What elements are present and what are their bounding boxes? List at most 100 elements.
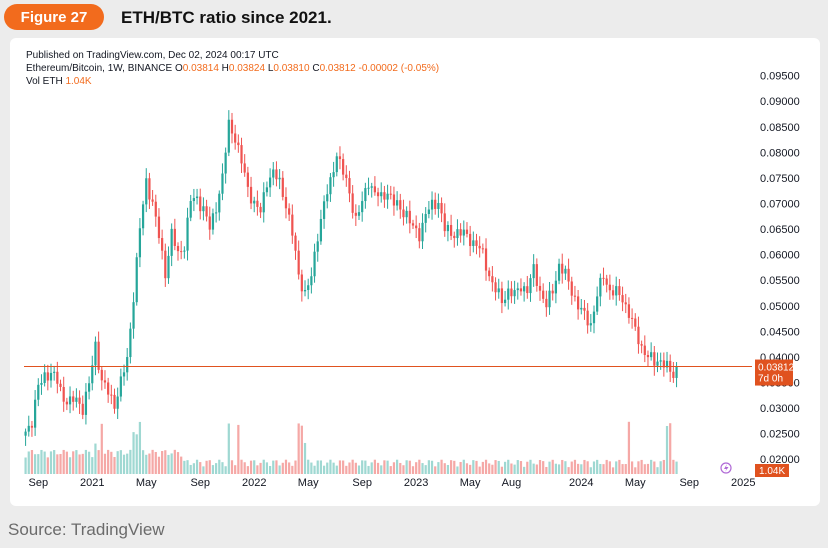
candle-body [630,317,634,319]
volume-bar [415,462,418,474]
volume-bar [237,424,240,474]
candle-body [589,323,592,326]
candle-body [646,354,650,358]
candle-body [634,318,637,327]
candle-body [367,187,370,189]
candle-body [135,257,138,303]
volume-bar [230,460,234,474]
volume-bar [316,460,319,474]
x-tick-label: 2025 [731,477,755,489]
volume-bar [564,461,567,474]
candle-body [586,310,589,326]
high-value: 0.03824 [228,63,266,74]
volume-bar [335,465,338,474]
candle-body [240,145,243,164]
candle-body [418,228,421,242]
candle-body [484,248,488,271]
candle-body [297,250,300,275]
volume-bar [653,461,656,474]
candle-body [170,228,173,256]
candle-body [342,159,345,175]
volume-bar [491,464,494,474]
volume-bar [154,451,157,474]
candle-body [94,341,97,366]
candle-body [205,206,208,217]
candle-body [472,240,475,246]
x-tick-label: 2022 [242,477,266,489]
candle-body [335,156,338,173]
volume-bar [122,454,126,474]
volume-bar [592,461,596,474]
volume-bar [599,463,602,474]
x-tick-label: 2023 [404,477,428,489]
volume-bar [129,449,132,474]
candle-body [87,383,91,392]
candle-body [618,286,621,296]
candle-body [275,169,278,180]
volume-bar [399,462,402,474]
candle-body [59,383,62,387]
source-caption: Source: TradingView [8,520,165,539]
candle-body [469,233,472,246]
volume-bar [513,464,516,474]
volume-bar [84,449,88,474]
volume-bar [361,460,364,474]
volume-bar [224,466,227,474]
x-tick-label: Sep [190,477,210,489]
volume-bar [167,454,170,474]
lightning-icon [724,464,729,472]
candle-body [354,212,357,216]
volume-bar [37,454,40,474]
volume-bar [434,466,437,474]
volume-bar [465,463,469,474]
candle-body [103,380,107,383]
volume-bar [462,459,465,474]
volume-bar [307,459,310,474]
candle-body [494,282,497,293]
candle-body [53,371,56,373]
change-value: -0.00002 (-0.05%) [358,63,440,74]
volume-bar [510,463,513,474]
candle-body [195,196,199,199]
volume-bar [580,464,583,474]
volume-bar [243,462,246,474]
candle-body [532,264,535,279]
x-tick-label: Sep [679,477,699,489]
volume-bar [430,460,434,474]
volume-bar [643,464,646,474]
volume-bar [370,462,373,474]
volume-bar [329,459,332,474]
candle-body [675,366,678,378]
candle-body [326,194,329,202]
volume-bar [472,460,475,474]
volume-bar [253,460,256,474]
volume-bar [161,451,164,474]
volume-bar [176,452,180,474]
current-price-badge [755,359,793,386]
candle-body [40,383,43,385]
candle-body [526,286,529,294]
candle-body [262,192,265,213]
candle-body [415,225,418,229]
volume-bar [135,434,138,474]
candle-body [129,328,132,358]
candle-body [627,304,631,318]
y-tick-label: 0.03000 [760,403,800,415]
candle-body [392,194,396,206]
volume-bar [367,465,370,474]
candle-body [138,228,142,258]
candle-body [510,288,513,297]
volume-bar [227,423,230,474]
candle-body [186,217,189,251]
figure-badge: Figure 27 [4,4,104,30]
volume-bar [294,460,297,474]
volume-bar [469,464,472,474]
candle-body [640,344,643,346]
candle-body [602,277,605,279]
volume-bar [345,465,348,474]
y-tick-label: 0.04500 [760,326,800,338]
volume-bar [249,460,253,474]
candle-body [183,250,186,252]
candle-body [176,245,180,252]
candle-body [148,178,151,200]
